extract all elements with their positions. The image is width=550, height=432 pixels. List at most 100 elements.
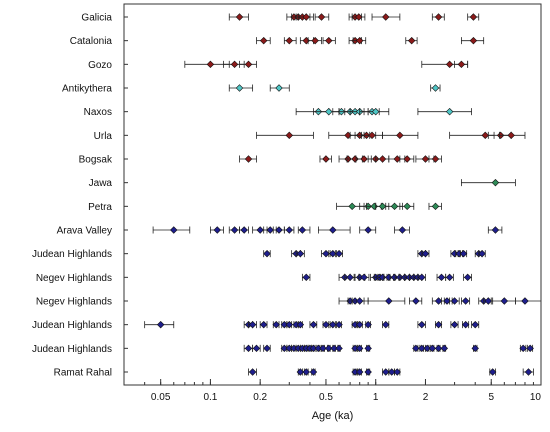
data-point-marker <box>309 320 318 329</box>
data-point-marker <box>322 155 330 163</box>
data-point-marker <box>364 368 372 376</box>
data-point-marker <box>385 273 393 282</box>
x-tick-label: 5 <box>488 392 494 403</box>
series-row <box>301 273 472 282</box>
data-point-marker <box>382 320 390 329</box>
data-point-marker <box>285 320 294 329</box>
data-point-marker <box>378 202 387 211</box>
data-point-marker <box>428 344 437 353</box>
data-point-marker <box>459 249 468 258</box>
data-point-marker <box>259 36 268 45</box>
data-point-marker <box>481 131 489 140</box>
plot-area-frame <box>123 3 542 386</box>
category-label: Petra <box>88 202 112 213</box>
series-row <box>256 131 526 140</box>
data-point-marker <box>355 36 364 45</box>
category-label: Gozo <box>88 60 112 71</box>
data-point-marker <box>478 249 486 258</box>
data-point-marker <box>248 320 257 329</box>
data-point-marker <box>418 344 426 353</box>
data-point-marker <box>275 226 283 234</box>
x-axis-label: Age (ka) <box>312 410 354 422</box>
data-point-marker <box>355 297 364 305</box>
data-point-marker <box>445 60 454 69</box>
data-point-marker <box>463 273 472 282</box>
category-label: Judean Highlands <box>32 344 112 355</box>
data-point-marker <box>385 297 393 305</box>
data-point-marker <box>461 320 470 329</box>
data-point-marker <box>309 344 318 353</box>
x-tick-label: 0.05 <box>151 392 171 403</box>
series-rows <box>144 13 542 376</box>
data-point-marker <box>275 84 283 92</box>
data-point-marker <box>434 297 443 305</box>
data-point-marker <box>325 344 333 353</box>
category-label: Negev Highlands <box>36 273 112 284</box>
data-point-marker <box>156 320 165 329</box>
data-point-marker <box>298 226 307 234</box>
data-point-marker <box>388 368 396 376</box>
data-point-marker <box>355 13 363 21</box>
data-point-marker <box>322 249 330 258</box>
data-point-marker <box>302 13 310 21</box>
data-point-marker <box>364 226 372 234</box>
data-point-marker <box>364 344 372 353</box>
data-point-marker <box>348 202 356 211</box>
data-point-marker <box>469 36 478 45</box>
data-point-marker <box>526 344 534 353</box>
category-label: Naxos <box>84 107 112 118</box>
data-point-marker <box>285 226 294 234</box>
x-tick-label: 1 <box>373 392 379 403</box>
data-point-marker <box>423 344 431 353</box>
data-point-marker <box>382 13 390 21</box>
data-point-marker <box>285 36 294 45</box>
data-point-marker <box>311 36 319 45</box>
data-point-marker <box>346 273 354 282</box>
category-label: Urla <box>94 131 113 142</box>
series-row <box>248 368 534 376</box>
data-point-marker <box>371 107 380 116</box>
x-tick-label: 10 <box>530 392 542 403</box>
x-tick-label: 2 <box>423 392 429 403</box>
category-label: Ramat Rahal <box>54 368 112 379</box>
data-point-marker <box>368 131 376 140</box>
series-row <box>336 202 442 211</box>
data-point-marker <box>403 155 411 163</box>
data-point-marker <box>519 344 527 353</box>
data-point-marker <box>266 226 274 234</box>
data-point-marker <box>170 226 178 234</box>
data-point-marker <box>244 344 253 353</box>
x-tick-label: 0.1 <box>203 392 217 403</box>
data-point-marker <box>244 155 253 163</box>
data-point-marker <box>431 84 440 92</box>
data-point-marker <box>330 344 338 353</box>
data-point-marker <box>484 297 493 305</box>
data-point-marker <box>431 202 440 211</box>
data-point-marker <box>364 320 372 329</box>
data-point-marker <box>434 344 443 353</box>
data-point-marker <box>457 60 466 69</box>
data-point-marker <box>248 368 257 376</box>
x-tick-label: 0.2 <box>253 392 267 403</box>
series-row <box>239 155 442 163</box>
data-point-marker <box>396 131 404 140</box>
series-row <box>338 297 542 305</box>
data-point-marker <box>471 320 479 329</box>
x-axis: 0.05 0.1 0.2 0.5 1 2 5 10 <box>123 379 542 403</box>
data-point-marker <box>471 344 479 353</box>
data-point-marker <box>325 36 333 45</box>
data-point-marker <box>322 320 330 329</box>
data-point-marker <box>263 249 271 258</box>
data-point-marker <box>285 131 294 140</box>
data-point-marker <box>355 344 364 353</box>
data-point-marker <box>302 273 310 282</box>
series-row <box>461 178 516 187</box>
data-point-marker <box>421 155 430 163</box>
data-point-marker <box>296 368 305 376</box>
series-row <box>256 36 485 45</box>
data-point-marker <box>461 297 470 305</box>
data-point-marker <box>230 226 239 234</box>
x-tick-label: 0.5 <box>319 392 333 403</box>
